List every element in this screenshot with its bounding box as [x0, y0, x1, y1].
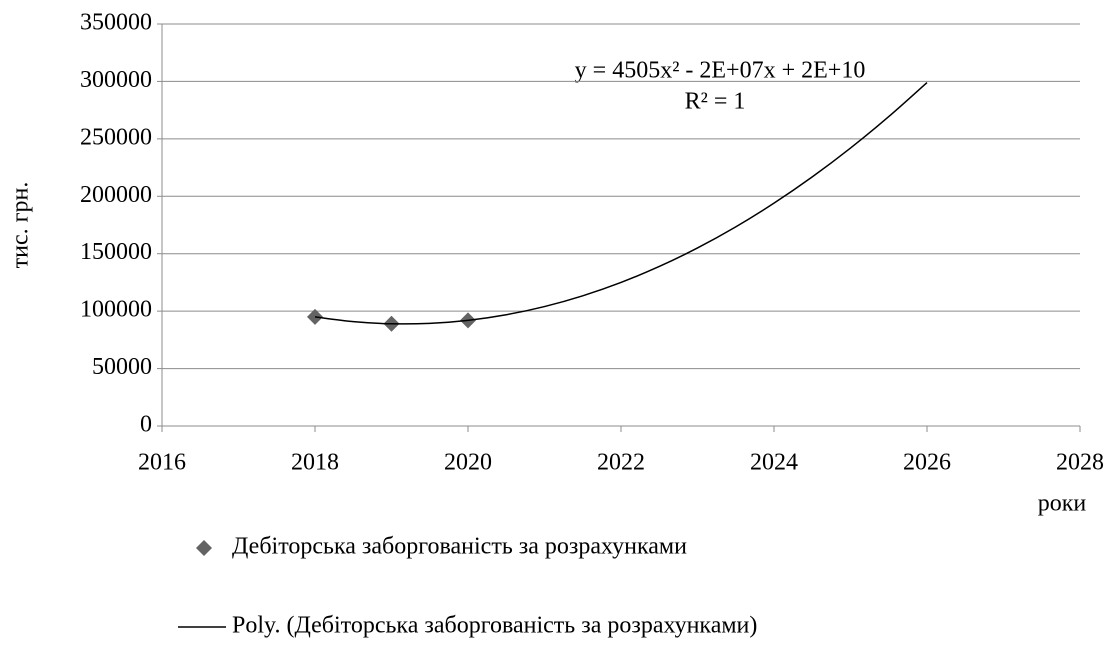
- y-tick-label: 50000: [92, 354, 152, 380]
- trend-line: [314, 82, 928, 325]
- legend-marker: [196, 540, 212, 556]
- legend-label: Дебіторська заборгованість за розрахунка…: [232, 534, 687, 560]
- y-tick-label: 200000: [80, 182, 152, 208]
- y-tick-label: 150000: [80, 239, 152, 265]
- x-tick-label: 2018: [291, 450, 339, 476]
- y-tick-label: 300000: [80, 67, 152, 93]
- r-squared: R² = 1: [685, 89, 746, 115]
- y-axis-label: тис. грн.: [8, 182, 34, 269]
- y-tick-label: 250000: [80, 124, 152, 150]
- x-tick-label: 2026: [903, 450, 951, 476]
- x-tick-label: 2028: [1056, 450, 1104, 476]
- x-tick-label: 2020: [444, 450, 492, 476]
- y-tick-label: 100000: [80, 297, 152, 323]
- x-axis-label: роки: [1038, 491, 1087, 517]
- x-tick-label: 2024: [750, 450, 798, 476]
- x-tick-label: 2016: [138, 450, 186, 476]
- trend-equation: y = 4505x² - 2E+07x + 2E+10: [575, 58, 866, 84]
- y-tick-label: 350000: [80, 10, 152, 36]
- x-tick-label: 2022: [597, 450, 645, 476]
- y-tick-label: 0: [140, 412, 152, 438]
- legend-label: Poly. (Дебіторська заборгованість за роз…: [232, 613, 757, 639]
